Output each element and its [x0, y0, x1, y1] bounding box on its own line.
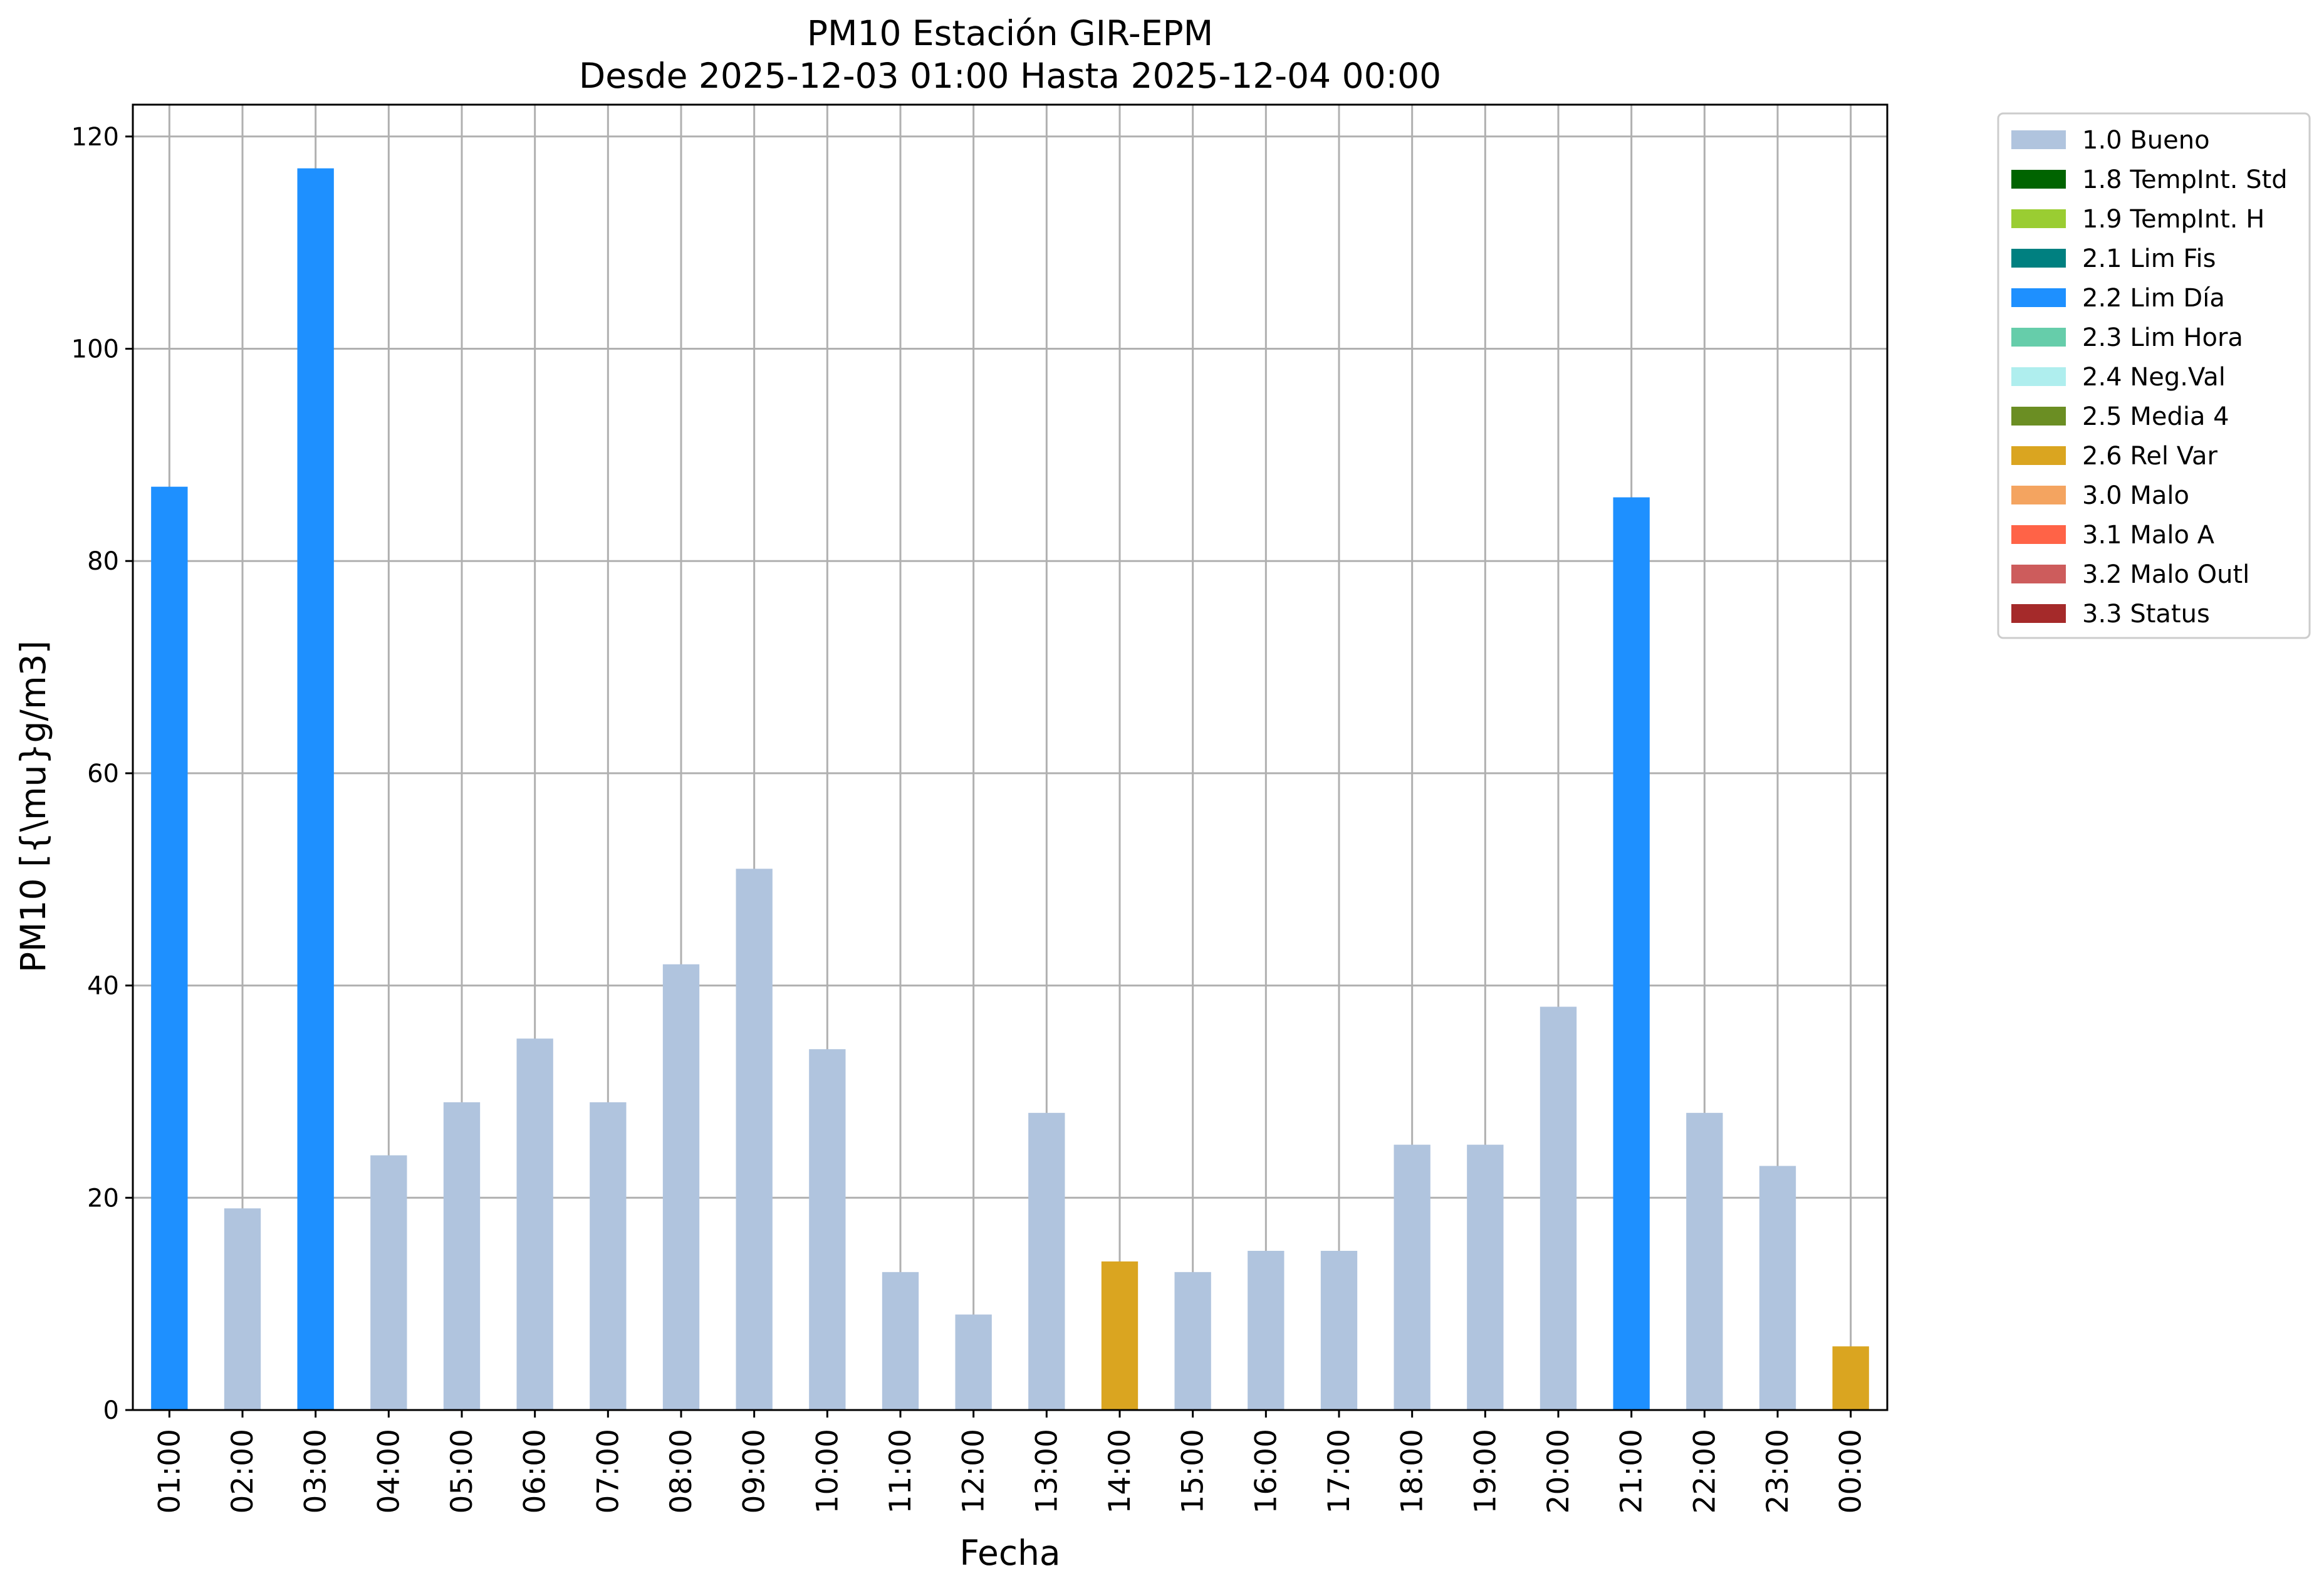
x-tick-label: 11:00	[883, 1429, 918, 1513]
bar-1800	[1394, 1144, 1430, 1410]
legend-label: 1.9 TempInt. H	[2082, 205, 2264, 234]
legend-swatch	[2011, 130, 2066, 149]
bar-1500	[1174, 1272, 1211, 1410]
y-tick-label: 0	[103, 1396, 119, 1425]
y-tick-label: 120	[71, 123, 119, 152]
legend-swatch	[2011, 565, 2066, 583]
x-tick-label: 14:00	[1103, 1429, 1137, 1513]
x-tick-label: 18:00	[1395, 1429, 1430, 1513]
bar-0900	[736, 869, 773, 1410]
legend-swatch	[2011, 170, 2066, 189]
y-tick-label: 60	[87, 760, 119, 788]
x-tick-label: 21:00	[1615, 1429, 1649, 1513]
bar-1100	[882, 1272, 919, 1410]
x-tick-label: 05:00	[445, 1429, 479, 1513]
y-tick-label: 100	[71, 335, 119, 364]
legend-label: 3.2 Malo Outl	[2082, 560, 2249, 589]
legend-swatch	[2011, 209, 2066, 228]
x-tick-label: 10:00	[810, 1429, 845, 1513]
bar-0200	[224, 1208, 261, 1410]
chart-title: PM10 Estación GIR-EPM	[807, 13, 1213, 53]
x-tick-label: 00:00	[1834, 1429, 1868, 1513]
legend-frame	[1997, 112, 2311, 639]
legend-label: 3.0 Malo	[2082, 481, 2189, 510]
x-tick-label: 01:00	[152, 1429, 187, 1513]
x-tick-label: 09:00	[737, 1429, 772, 1513]
legend-label: 3.3 Status	[2082, 600, 2210, 629]
bar-0100	[151, 486, 188, 1411]
legend-label: 3.1 Malo A	[2082, 521, 2215, 550]
legend-swatch	[2011, 486, 2066, 504]
x-tick-label: 23:00	[1761, 1429, 1795, 1513]
legend-label: 1.0 Bueno	[2082, 126, 2210, 155]
bar-1900	[1467, 1144, 1504, 1410]
legend-label: 1.8 TempInt. Std	[2082, 165, 2288, 194]
y-axis-ticks: 0 20 40 60 80 100 120	[71, 123, 133, 1425]
bar-1400	[1101, 1261, 1139, 1410]
legend-swatch	[2011, 288, 2066, 307]
x-axis-ticks: 01:00 02:00 03:00 04:00 05:00 06:00 07:00 08:00…	[152, 1410, 1868, 1513]
x-tick-label: 06:00	[518, 1429, 553, 1513]
legend-label: 2.3 Lim Hora	[2082, 323, 2243, 352]
bar-1600	[1248, 1250, 1284, 1410]
x-tick-label: 22:00	[1687, 1429, 1722, 1513]
legend-swatch	[2011, 407, 2066, 426]
legend-swatch	[2011, 249, 2066, 268]
bar-1300	[1028, 1112, 1065, 1410]
bar-1200	[955, 1314, 992, 1410]
bar-0700	[590, 1102, 627, 1410]
x-tick-label: 16:00	[1249, 1429, 1283, 1513]
x-tick-label: 07:00	[591, 1429, 625, 1513]
legend-label: 2.4 Neg.Val	[2082, 363, 2226, 392]
bar-0600	[516, 1038, 553, 1410]
legend-swatch	[2011, 328, 2066, 347]
legend-swatch	[2011, 446, 2066, 465]
x-tick-label: 08:00	[664, 1429, 699, 1513]
x-tick-label: 12:00	[957, 1429, 991, 1513]
bar-0000	[1832, 1346, 1869, 1410]
bar-0400	[370, 1155, 407, 1410]
bar-0300	[297, 168, 334, 1410]
bar-2200	[1686, 1112, 1723, 1410]
y-axis-label: PM10 [{\mu}g/m3]	[13, 640, 53, 973]
x-tick-label: 02:00	[226, 1429, 260, 1513]
legend-label: 2.6 Rel Var	[2082, 442, 2218, 471]
y-tick-label: 20	[87, 1184, 119, 1213]
bar-2100	[1613, 497, 1650, 1410]
y-tick-label: 40	[87, 972, 119, 1001]
legend-swatch	[2011, 367, 2066, 386]
chart-subtitle: Desde 2025-12-03 01:00 Hasta 2025-12-04 …	[579, 56, 1441, 96]
x-axis-label: Fecha	[959, 1533, 1060, 1573]
legend-label: 2.5 Media 4	[2082, 402, 2229, 431]
x-tick-label: 17:00	[1322, 1429, 1357, 1513]
bar-1700	[1320, 1250, 1358, 1410]
x-tick-label: 04:00	[372, 1429, 406, 1513]
bar-1000	[809, 1049, 846, 1410]
bar-0800	[662, 964, 700, 1410]
bar-2000	[1540, 1006, 1577, 1410]
bar-0500	[443, 1102, 481, 1410]
x-tick-label: 19:00	[1468, 1429, 1503, 1513]
legend: 1.0 Bueno 1.8 TempInt. Std 1.9 TempInt. H 2…	[1997, 112, 2311, 639]
x-tick-label: 15:00	[1176, 1429, 1211, 1513]
legend-swatch	[2011, 604, 2066, 623]
bar-2300	[1759, 1166, 1796, 1410]
legend-label: 2.2 Lim Día	[2082, 284, 2225, 313]
x-tick-label: 13:00	[1029, 1429, 1064, 1513]
x-tick-label: 20:00	[1541, 1429, 1576, 1513]
x-tick-label: 03:00	[299, 1429, 333, 1513]
legend-swatch	[2011, 525, 2066, 544]
legend-label: 2.1 Lim Fis	[2082, 244, 2216, 273]
y-tick-label: 80	[87, 547, 119, 576]
plot-frame	[132, 103, 1889, 1411]
bars	[151, 168, 1869, 1411]
